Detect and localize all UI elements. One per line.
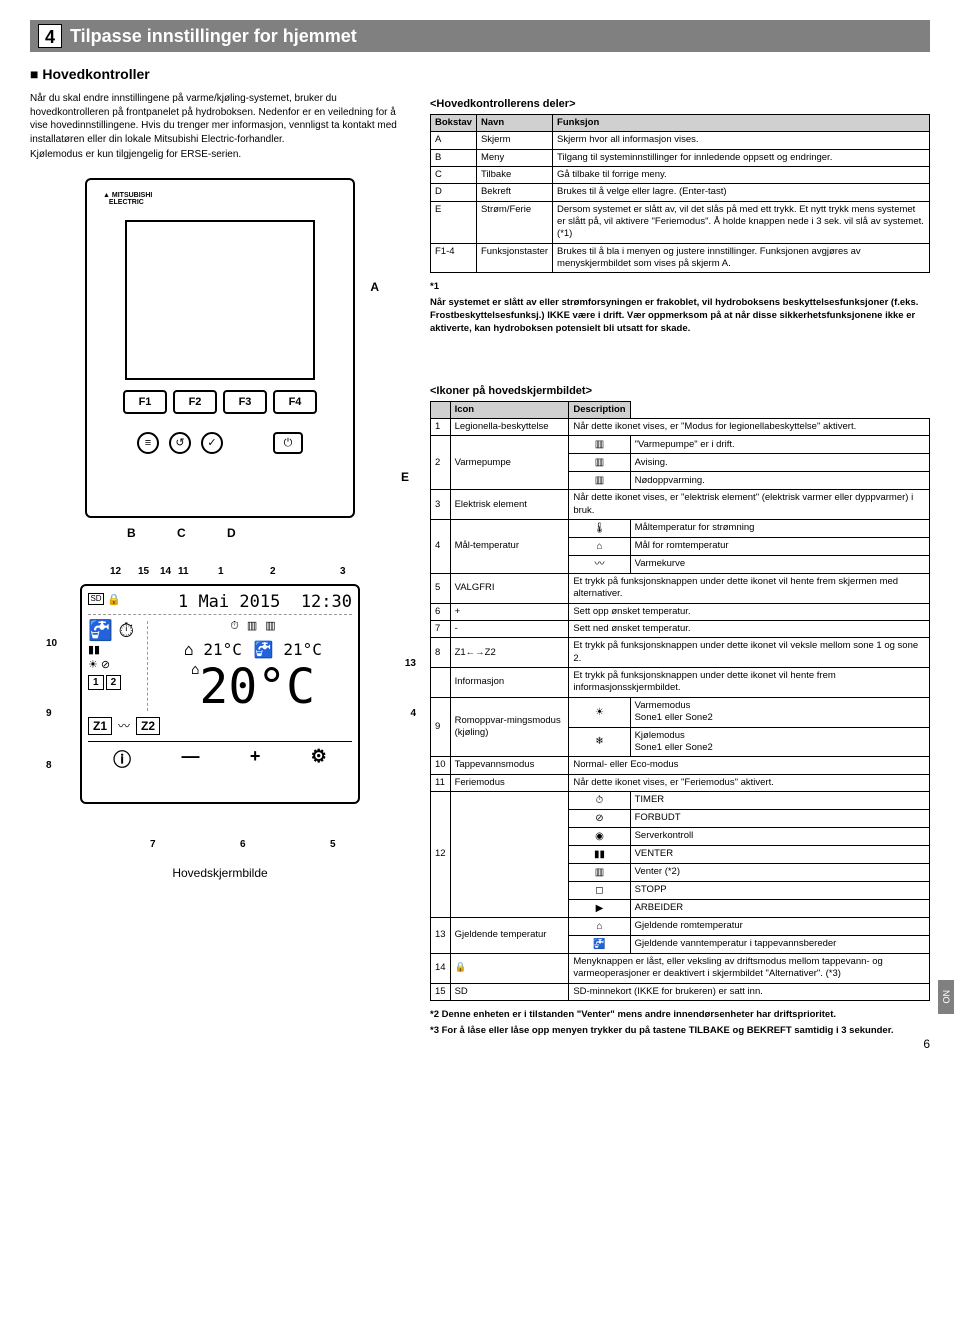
main-screen-diagram: 12 15 14 11 1 2 3 10 9 8 13 4 5 6 7 SD 🔒… — [50, 568, 410, 848]
callout-b: B — [127, 526, 136, 540]
heat-icon: ☀ ⊘ — [88, 660, 143, 671]
controller-screen — [125, 220, 315, 380]
table-header: Description — [569, 401, 630, 418]
status-icon: ⊘ — [569, 809, 630, 827]
pause-icon: ▮▮ — [88, 645, 143, 656]
table-row: EStrøm/FerieDersom systemet er slått av,… — [431, 201, 930, 243]
pump-icon: ▥ — [247, 621, 257, 632]
table-header: Navn — [476, 115, 552, 132]
table-header: Funksjon — [553, 115, 930, 132]
table-row: 5VALGFRIEt trykk på funksjonsknappen und… — [431, 574, 930, 604]
table-row: ASkjermSkjerm hvor all informasjon vises… — [431, 132, 930, 149]
table-row: 6+Sett opp ønsket temperatur. — [431, 603, 930, 620]
star1-text: Når systemet er slått av eller strømfors… — [430, 297, 930, 335]
callout-a: A — [370, 280, 379, 294]
status-icon: ▥ — [569, 472, 630, 490]
table-row: InformasjonEt trykk på funksjonsknappen … — [431, 668, 930, 698]
power-icon[interactable]: ⏻ — [273, 432, 303, 454]
tap-icon: 🚰 ⏱ — [88, 621, 143, 641]
heater-icon: ▥ — [265, 621, 275, 632]
table-row: 15SDSD-minnekort (IKKE for brukeren) er … — [431, 983, 930, 1000]
back-icon[interactable]: ↺ — [169, 432, 191, 454]
table-row: 10TappevannsmodusNormal- eller Eco-modus — [431, 757, 930, 774]
status-icon: ◉ — [569, 827, 630, 845]
status-icon: ⌂ — [569, 917, 630, 935]
status-icon: ❄ — [569, 727, 630, 757]
screen-caption: Hovedskjermbilde — [30, 866, 410, 880]
option-icon[interactable]: ⚙ — [311, 746, 327, 772]
table-header: Bokstav — [431, 115, 477, 132]
callout-e: E — [401, 470, 409, 484]
table-row: 11FeriemodusNår dette ikonet vises, er "… — [431, 774, 930, 791]
intro-p2: Kjølemodus er kun tilgjengelig for ERSE-… — [30, 148, 410, 162]
status-icon: ▶ — [569, 899, 630, 917]
header-number: 4 — [38, 24, 62, 48]
table-header — [431, 401, 451, 418]
lock-icon: 🔒 — [107, 595, 121, 606]
f2-key[interactable]: F2 — [173, 390, 217, 414]
status-icon: ◻ — [569, 881, 630, 899]
table-row: 13Gjeldende temperatur⌂Gjeldende romtemp… — [431, 917, 930, 935]
status-icon: 🚰 — [569, 935, 630, 953]
table-row: 9Romoppvar-mingsmodus (kjøling)☀Varmemod… — [431, 697, 930, 727]
table-row: 2Varmepumpe▥"Varmepumpe" er i drift. — [431, 436, 930, 454]
table-row: 4Mål-temperatur🌡Måltemperatur for strømn… — [431, 520, 930, 538]
table-header: Icon — [450, 401, 569, 418]
parts-table: BokstavNavnFunksjon ASkjermSkjerm hvor a… — [430, 114, 930, 273]
minus-button[interactable]: — — [181, 746, 199, 772]
plus-button[interactable]: + — [250, 746, 261, 772]
intro-p1: Når du skal endre innstillingene på varm… — [30, 92, 410, 146]
function-keys: F1 F2 F3 F4 — [87, 390, 353, 414]
page-number: 6 — [923, 1037, 930, 1051]
status-icon: 〰 — [569, 556, 630, 574]
menu-icon[interactable]: ≡ — [137, 432, 159, 454]
table-row: 1Legionella-beskyttelseNår dette ikonet … — [431, 419, 930, 436]
icons-heading: <Ikoner på hovedskjermbildet> — [430, 385, 930, 397]
status-icon: 🌡 — [569, 520, 630, 538]
f3-key[interactable]: F3 — [223, 390, 267, 414]
mitsubishi-logo: ▲ MITSUBISHI ELECTRIC — [103, 192, 152, 206]
table-row: CTilbakeGå tilbake til forrige meny. — [431, 167, 930, 184]
page-header: 4 Tilpasse innstillinger for hjemmet — [30, 20, 930, 52]
legionella-icon: ⏱ — [230, 621, 239, 632]
confirm-icon[interactable]: ✓ — [201, 432, 223, 454]
status-icon: ▮▮ — [569, 845, 630, 863]
table-row: DBekreftBrukes til å velge eller lagre. … — [431, 184, 930, 201]
table-row: BMenyTilgang til systeminnstillinger for… — [431, 149, 930, 166]
status-icon: ▥ — [569, 436, 630, 454]
status-icon: ▥ — [569, 454, 630, 472]
table-row: 12⏱TIMER — [431, 791, 930, 809]
table-row: 14🔒Menyknappen er låst, eller veksling a… — [431, 953, 930, 983]
side-tab: NO — [938, 980, 954, 1014]
info-icon: ⓘ — [113, 746, 131, 772]
table-row: 8Z1←→Z2Et trykk på funksjonsknappen unde… — [431, 638, 930, 668]
controller-diagram: ▲ MITSUBISHI ELECTRIC F1 F2 F3 F4 ≡ ↺ ✓ … — [85, 178, 355, 518]
status-icon: ☀ — [569, 697, 630, 727]
icons-table: IconDescription 1Legionella-beskyttelseN… — [430, 401, 930, 1001]
table-row: 7-Sett ned ønsket temperatur. — [431, 621, 930, 638]
section-title: Hovedkontroller — [30, 66, 930, 82]
intro-text: Når du skal endre innstillingene på varm… — [30, 92, 410, 162]
sd-icon: SD — [88, 593, 104, 605]
table-row: F1-4FunksjonstasterBrukes til å bla i me… — [431, 243, 930, 273]
status-icon: ⌂ — [569, 538, 630, 556]
star1-label: *1 — [430, 281, 439, 292]
table-row: 3Elektrisk elementNår dette ikonet vises… — [431, 490, 930, 520]
f4-key[interactable]: F4 — [273, 390, 317, 414]
header-title: Tilpasse innstillinger for hjemmet — [70, 26, 357, 47]
callout-d: D — [227, 526, 236, 540]
status-icon: ⏱ — [569, 791, 630, 809]
lcd-screen: SD 🔒 1 Mai 2015 12:30 🚰 ⏱ ▮▮ ☀ ⊘ 12 ⏱ ▥ — [80, 584, 360, 804]
status-icon: ▥ — [569, 863, 630, 881]
f1-key[interactable]: F1 — [123, 390, 167, 414]
parts-heading: <Hovedkontrollerens deler> — [430, 98, 930, 110]
callout-c: C — [177, 526, 186, 540]
footnote-3: *3 For å låse eller låse opp menyen tryk… — [430, 1025, 930, 1038]
footnote-2: *2 Denne enheten er i tilstanden "Venter… — [430, 1009, 930, 1022]
